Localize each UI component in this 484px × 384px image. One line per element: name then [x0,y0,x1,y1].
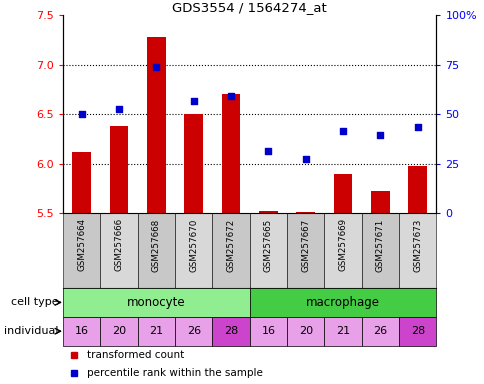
FancyBboxPatch shape [137,317,175,346]
FancyBboxPatch shape [100,213,137,288]
Point [77,111,85,117]
FancyBboxPatch shape [398,213,436,288]
FancyBboxPatch shape [361,213,398,288]
Bar [147,37,166,213]
Text: 16: 16 [261,326,275,336]
FancyBboxPatch shape [100,317,137,346]
FancyBboxPatch shape [175,317,212,346]
Text: GSM257673: GSM257673 [412,218,422,272]
FancyBboxPatch shape [175,213,212,288]
FancyBboxPatch shape [212,317,249,346]
Text: individual: individual [4,326,58,336]
Bar [296,212,315,213]
Point [152,64,160,70]
FancyBboxPatch shape [137,213,175,288]
Text: 20: 20 [112,326,126,336]
Bar [408,166,426,213]
Text: monocyte: monocyte [127,296,185,309]
Point [413,124,421,130]
Text: GSM257672: GSM257672 [226,218,235,271]
FancyBboxPatch shape [249,288,436,317]
Text: GSM257667: GSM257667 [301,218,310,271]
FancyBboxPatch shape [324,317,361,346]
Text: macrophage: macrophage [305,296,379,309]
Title: GDS3554 / 1564274_at: GDS3554 / 1564274_at [172,1,327,14]
Text: 21: 21 [149,326,163,336]
Text: 20: 20 [298,326,312,336]
Bar [72,152,91,213]
FancyBboxPatch shape [287,317,324,346]
Bar [370,191,389,213]
Text: 28: 28 [410,326,424,336]
FancyBboxPatch shape [63,317,100,346]
FancyBboxPatch shape [249,213,287,288]
Text: GSM257669: GSM257669 [338,218,347,271]
FancyBboxPatch shape [398,317,436,346]
Bar [109,126,128,213]
Point [264,148,272,154]
Text: transformed count: transformed count [87,350,184,360]
FancyBboxPatch shape [287,213,324,288]
Text: GSM257665: GSM257665 [263,218,272,271]
Text: 16: 16 [75,326,89,336]
Text: GSM257668: GSM257668 [151,218,161,271]
Text: percentile rank within the sample: percentile rank within the sample [87,368,263,378]
Text: GSM257671: GSM257671 [375,218,384,271]
Bar [221,94,240,213]
Text: GSM257666: GSM257666 [114,218,123,271]
FancyBboxPatch shape [249,317,287,346]
FancyBboxPatch shape [212,213,249,288]
Text: 26: 26 [186,326,200,336]
Point [189,98,197,104]
Text: GSM257670: GSM257670 [189,218,198,272]
Text: 21: 21 [335,326,349,336]
Bar [184,114,203,213]
Bar [333,174,352,213]
Text: 28: 28 [224,326,238,336]
Point [376,132,383,138]
Point [301,156,309,162]
Bar [258,211,277,213]
FancyBboxPatch shape [324,213,361,288]
FancyBboxPatch shape [361,317,398,346]
Text: cell type: cell type [11,297,58,308]
Text: GSM257664: GSM257664 [77,218,86,271]
Point [115,106,123,113]
FancyBboxPatch shape [63,288,249,317]
Text: 26: 26 [373,326,387,336]
Point [338,128,346,134]
FancyBboxPatch shape [63,213,100,288]
Point [227,93,234,99]
